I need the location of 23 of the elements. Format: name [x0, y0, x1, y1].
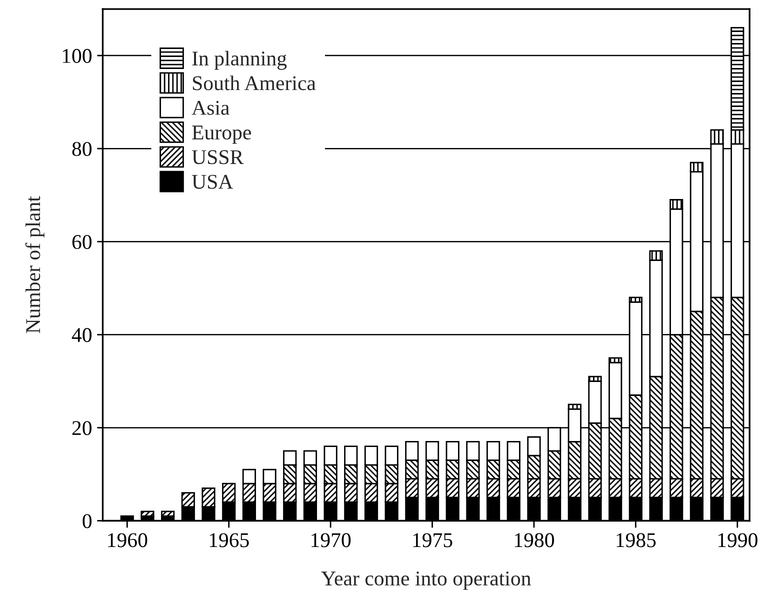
legend-label: Europe [192, 126, 251, 144]
x-tick-label: 1980 [514, 533, 554, 548]
bar [161, 510, 175, 517]
x-axis-title: Year come into operation [321, 572, 531, 590]
x-tick-label: 1985 [616, 533, 656, 548]
y-tick-label: 40 [72, 328, 92, 342]
y-tick-label: 60 [72, 234, 92, 250]
legend-label: Asia [192, 100, 230, 115]
x-tick-label: 1990 [718, 533, 758, 548]
x-tick-label: 1970 [312, 533, 351, 548]
x-tick-label: 1965 [210, 533, 249, 548]
y-tick-label: 80 [72, 142, 92, 156]
x-tick-label: 1975 [413, 533, 452, 548]
legend-label: USSR [192, 150, 244, 164]
x-tick-label: 1960 [108, 533, 148, 548]
y-tick-label: 20 [72, 421, 92, 436]
y-axis-title: Number of plant [25, 196, 44, 334]
y-tick-label: 0 [82, 514, 92, 528]
bar [140, 510, 154, 517]
y-tick-label: 100 [62, 48, 92, 63]
legend-label: South America [192, 76, 316, 90]
legend-label: USA [192, 174, 234, 189]
legend-label: In planning [192, 50, 287, 70]
